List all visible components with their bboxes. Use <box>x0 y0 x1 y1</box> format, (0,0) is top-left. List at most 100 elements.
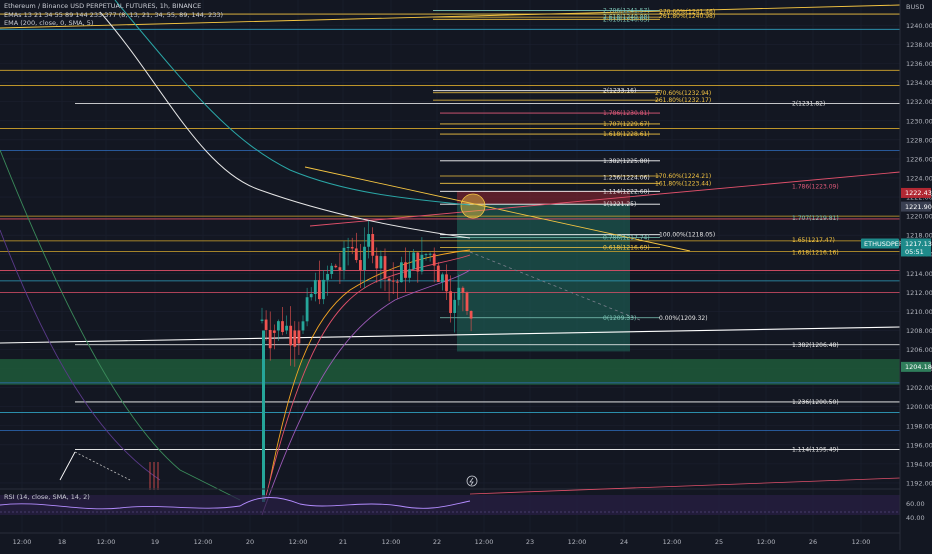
time-tick: 12:00 <box>568 538 587 546</box>
price-tick: 1238.00 <box>906 41 932 49</box>
fib-label: 1.114(1222.60) <box>603 188 650 195</box>
candle <box>268 329 272 349</box>
fib-label: 1.618(1228.61) <box>603 131 650 138</box>
price-tick: 1218.00 <box>906 232 932 240</box>
candle <box>277 321 280 331</box>
fib-label: 1.382(1225.80) <box>603 158 650 165</box>
fib-label: 161.80%(1223.44) <box>655 180 711 187</box>
projection-line <box>469 251 641 321</box>
candle <box>428 253 432 255</box>
candle <box>359 260 362 271</box>
price-tick: 1208.00 <box>906 327 932 335</box>
fib-label: 1.382(1206.48) <box>792 342 839 349</box>
candle <box>379 256 383 269</box>
rsi-line <box>0 497 471 510</box>
candle <box>285 325 288 331</box>
candle <box>272 330 276 333</box>
candle <box>453 299 457 313</box>
candle <box>313 280 317 295</box>
fib-label: 1.707(1229.67) <box>603 121 650 128</box>
candle <box>371 234 375 256</box>
price-tick: 1232.00 <box>906 98 932 106</box>
candle <box>264 319 268 330</box>
time-tick: 12:00 <box>475 538 494 546</box>
price-tag <box>901 361 931 372</box>
moving-average <box>0 149 241 501</box>
ema-indicator[interactable]: EMA (200, close, 0, SMA, 5) <box>4 19 94 27</box>
price-tick: 1194.00 <box>906 460 932 468</box>
fib-label: 1.786(1230.81) <box>603 110 650 117</box>
candle <box>338 267 342 271</box>
fib-label: 0.00%(1209.32) <box>659 315 708 322</box>
fib-label: 261.80%(1232.17) <box>655 97 711 104</box>
price-tick: 1202.00 <box>906 384 932 392</box>
candle <box>395 281 399 283</box>
candle <box>383 256 387 279</box>
candle <box>262 330 265 502</box>
candle <box>412 252 416 270</box>
price-tick: 1236.00 <box>906 60 932 68</box>
trendline <box>0 4 901 29</box>
current-price: 1217.13 <box>905 240 932 248</box>
time-tick: 23 <box>526 538 534 546</box>
candle <box>354 248 358 261</box>
fib-label: 1.707(1219.81) <box>792 215 839 222</box>
price-tick: 1196.00 <box>906 441 932 449</box>
time-tick: 12:00 <box>97 538 116 546</box>
time-tick: 12:00 <box>382 538 401 546</box>
highlight-circle <box>460 193 486 219</box>
candle <box>363 246 366 271</box>
price-tag-label: 1204.18 <box>905 363 932 371</box>
fib-label: 100.00%(1218.05) <box>659 232 715 239</box>
candle <box>297 330 301 344</box>
time-tick: 22 <box>433 538 441 546</box>
candle <box>318 280 321 300</box>
long-target-area <box>457 204 630 352</box>
time-tick: 12:00 <box>289 538 308 546</box>
fib-label: 1.65(1217.47) <box>792 237 835 244</box>
candle <box>309 294 313 298</box>
time-tick: 26 <box>809 538 817 546</box>
fib-label: 2(1231.82) <box>792 100 825 107</box>
candle <box>445 274 448 292</box>
symbol-tag-label: ETHUSDPERP <box>864 240 907 248</box>
alert-icon <box>466 475 478 487</box>
rsi-tick: 60.00 <box>906 500 925 508</box>
ema-multi-indicator[interactable]: EMAs 13 21 34 55 89 144 233 377 (8, 13, … <box>4 10 224 19</box>
moving-average <box>269 249 471 481</box>
trendline <box>309 171 901 227</box>
trendline <box>59 451 76 481</box>
price-tag-label: 1222.43 <box>905 189 932 197</box>
candle <box>305 297 309 322</box>
symbol-title[interactable]: Ethereum / Binance USD PERPETUAL FUTURES… <box>4 2 202 10</box>
bar-countdown: 05:51 <box>905 248 924 256</box>
candle <box>457 287 461 300</box>
price-tick: 1234.00 <box>906 79 932 87</box>
currency-label: BUSD <box>906 3 924 11</box>
rsi-legend[interactable]: RSI (14, close, SMA, 14, 2) <box>4 493 90 501</box>
time-tick: 12:00 <box>194 538 213 546</box>
price-tick: 1226.00 <box>906 155 932 163</box>
candle <box>293 330 297 347</box>
price-tick: 1212.00 <box>906 289 932 297</box>
candle <box>330 265 334 275</box>
fib-label: 170.60%(1224.21) <box>655 173 711 180</box>
candle <box>367 234 370 247</box>
candle <box>301 321 305 331</box>
fib-label: 1.786(1223.09) <box>792 184 839 191</box>
fib-label: 0(1209.33) <box>603 315 636 322</box>
time-tick: 12:00 <box>663 538 682 546</box>
fib-label: 0.618(1216.69) <box>603 245 650 252</box>
price-tick: 1214.00 <box>906 270 932 278</box>
moving-average <box>99 11 471 239</box>
candle <box>387 278 391 281</box>
fib-label: 270.60%(1232.94) <box>655 90 711 97</box>
support-zone <box>0 359 900 385</box>
candle <box>260 319 264 321</box>
time-tick: 21 <box>339 538 347 546</box>
candle <box>289 325 293 346</box>
price-tick: 1200.00 <box>906 403 932 411</box>
fib-label: 261.80%(1240.98) <box>659 13 715 20</box>
